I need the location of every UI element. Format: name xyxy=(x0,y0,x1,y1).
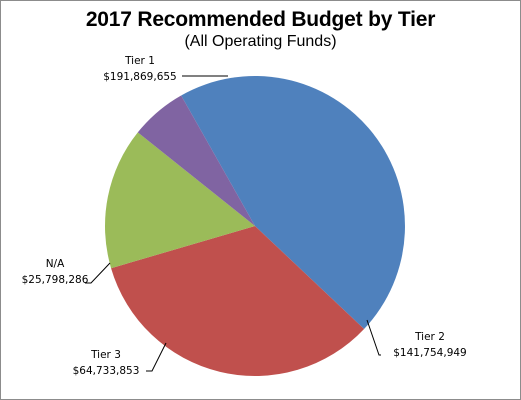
leader-lines xyxy=(85,75,381,372)
slice-label-tier-3: Tier 3 xyxy=(90,349,121,361)
pie-slice-tier-1 xyxy=(181,76,405,329)
leader-line-tier-2 xyxy=(366,319,381,356)
slice-value-tier-2: $141,754,949 xyxy=(393,347,466,359)
slice-value-n-a: $25,798,286 xyxy=(22,274,89,286)
pie-slice-tier-3 xyxy=(105,132,256,269)
chart-subtitle: (All Operating Funds) xyxy=(184,33,337,50)
leader-line-n-a xyxy=(85,262,111,284)
chart-title: 2017 Recommended Budget by Tier xyxy=(85,8,436,31)
slice-labels: Tier 1 $191,869,655 Tier 2 $141,754,949 Tier… xyxy=(22,55,467,377)
slice-label-tier-1: Tier 1 xyxy=(124,55,155,67)
slice-label-tier-2: Tier 2 xyxy=(414,331,445,343)
pie-slice-tier-2 xyxy=(111,226,365,376)
pie-slice-n-a xyxy=(137,95,255,226)
slice-value-tier-3: $64,733,853 xyxy=(73,365,140,377)
slice-value-tier-1: $191,869,655 xyxy=(103,71,176,83)
leader-line-tier-3 xyxy=(146,342,167,372)
pie-slices xyxy=(105,76,405,376)
slice-label-n-a: N/A xyxy=(46,258,65,270)
